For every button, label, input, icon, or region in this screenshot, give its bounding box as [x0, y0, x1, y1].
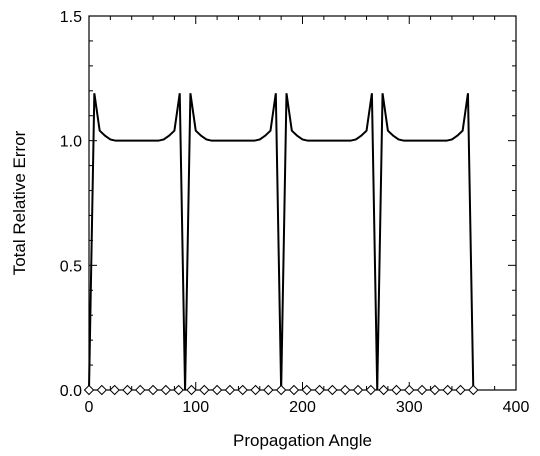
series-1-diamond-marker — [302, 386, 311, 395]
series-1-diamond-marker — [149, 386, 158, 395]
x-tick-label: 400 — [503, 399, 530, 416]
x-axis-title: Propagation Angle — [233, 431, 372, 450]
x-tick-label: 100 — [182, 399, 209, 416]
y-tick-label: 0.0 — [60, 383, 82, 400]
series-1-diamond-marker — [354, 386, 363, 395]
series-1-diamond-marker — [366, 386, 375, 395]
series-1-diamond-marker — [251, 386, 260, 395]
series-1-diamond-marker — [187, 386, 196, 395]
series-1-diamond-marker — [469, 386, 478, 395]
series-1-diamond-marker — [289, 386, 298, 395]
x-tick-label: 300 — [396, 399, 423, 416]
series-1-diamond-marker — [238, 386, 247, 395]
series-1-diamond-marker — [85, 386, 94, 395]
series-1-diamond-marker — [392, 386, 401, 395]
series-1-diamond-marker — [264, 386, 273, 395]
series-1-diamond-marker — [456, 386, 465, 395]
series-1-diamond-marker — [213, 386, 222, 395]
x-tick-label: 200 — [289, 399, 316, 416]
x-tick-label: 0 — [85, 399, 94, 416]
series-1-diamond-marker — [430, 386, 439, 395]
series-1-diamond-marker — [225, 386, 234, 395]
series-1-diamond-marker — [379, 386, 388, 395]
plot-frame — [89, 16, 516, 390]
series-1-diamond-marker — [161, 386, 170, 395]
series-1-diamond-marker — [405, 386, 414, 395]
y-axis-title: Total Relative Error — [10, 130, 29, 275]
series-1-diamond-marker — [277, 386, 286, 395]
series-1-diamond-marker — [200, 386, 209, 395]
series-1-diamond-marker — [123, 386, 132, 395]
series-0-line — [89, 93, 473, 390]
series-1-diamond-marker — [341, 386, 350, 395]
y-tick-label: 1.0 — [60, 134, 82, 151]
y-tick-label: 1.5 — [60, 9, 82, 26]
series-1-diamond-marker — [315, 386, 324, 395]
series-1-diamond-marker — [97, 386, 106, 395]
series-1-diamond-marker — [174, 386, 183, 395]
series-1-diamond-marker — [136, 386, 145, 395]
y-tick-label: 0.5 — [60, 258, 82, 275]
series-1-diamond-marker — [110, 386, 119, 395]
series-1-diamond-marker — [443, 386, 452, 395]
series-1-diamond-marker — [328, 386, 337, 395]
series-1-diamond-marker — [418, 386, 427, 395]
